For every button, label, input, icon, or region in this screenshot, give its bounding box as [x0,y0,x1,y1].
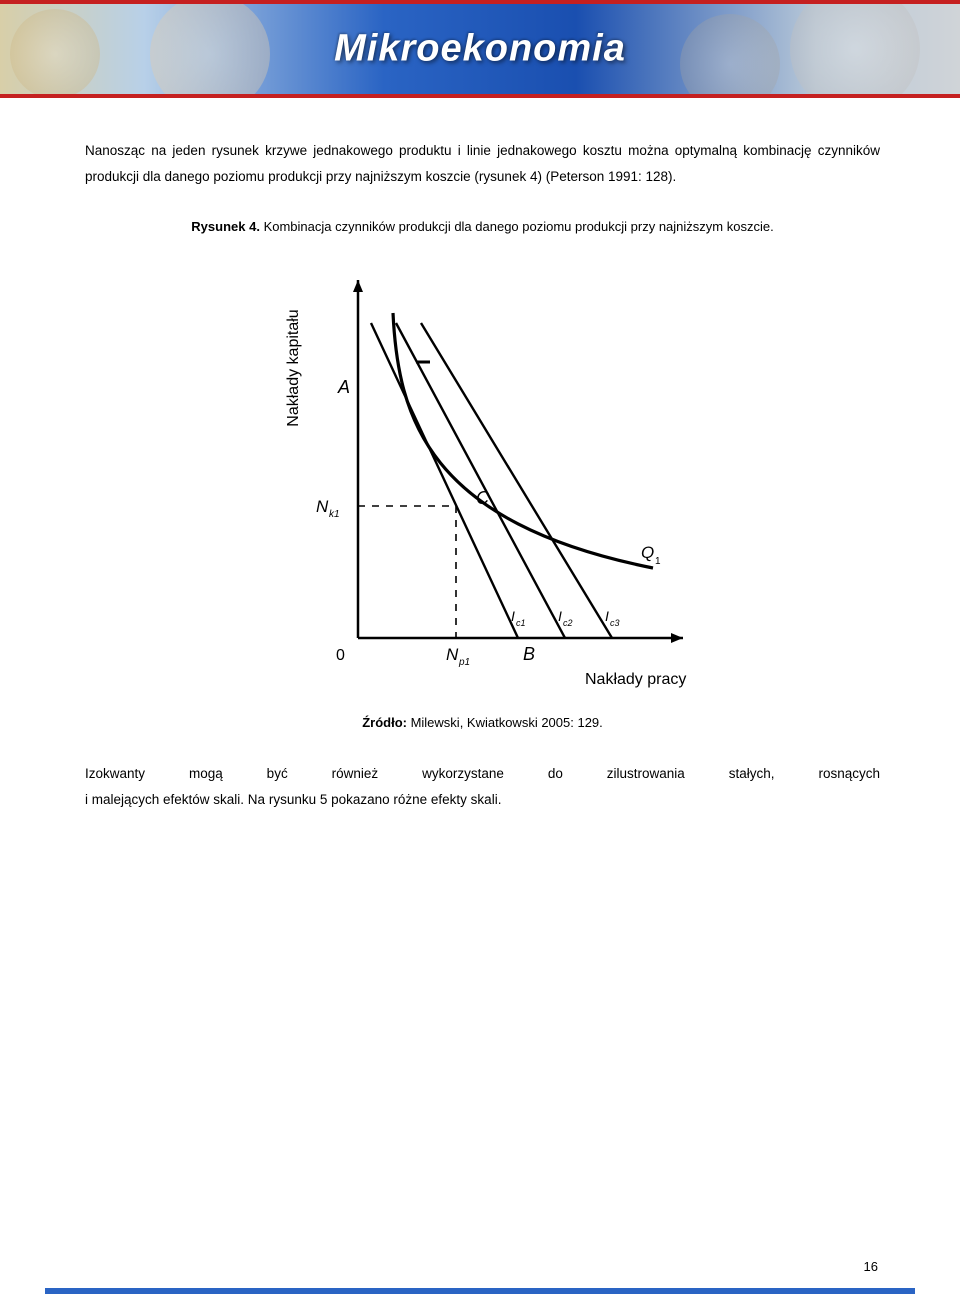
svg-text:c1: c1 [516,618,526,628]
footer-bar [45,1288,915,1294]
page-number: 16 [864,1259,878,1274]
svg-text:c3: c3 [610,618,620,628]
svg-text:B: B [523,644,535,664]
svg-text:N: N [316,497,329,516]
svg-text:N: N [446,645,459,664]
figure-source: Źródło: Milewski, Kwiatkowski 2005: 129. [85,711,880,736]
svg-text:I: I [605,608,609,624]
banner-title: Mikroekonomia [334,28,626,71]
figure-caption: Rysunek 4. Kombinacja czynników produkcj… [85,215,880,240]
svg-text:Q: Q [641,543,654,562]
svg-text:A: A [337,377,350,397]
svg-text:p1: p1 [458,657,470,668]
paragraph-1: Nanosząc na jeden rysunek krzywe jednako… [85,138,880,189]
figure-label: Rysunek 4. [191,219,260,234]
svg-text:Nakłady kapitału: Nakłady kapitału [285,309,302,426]
chart-svg: Nakłady kapitału0ACNk1Np1BIc1Ic2Ic3Q1Nak… [263,258,703,688]
header-banner: Mikroekonomia [0,0,960,98]
page-content: Nanosząc na jeden rysunek krzywe jednako… [0,98,960,813]
svg-text:c2: c2 [563,618,573,628]
p2-line1: Izokwanty mogą być również wykorzystane … [85,761,880,787]
svg-text:k1: k1 [329,509,340,520]
svg-text:C: C [476,488,490,508]
paragraph-2: Izokwanty mogą być również wykorzystane … [85,761,880,812]
svg-text:0: 0 [336,647,345,664]
source-label: Źródło: [362,715,407,730]
svg-text:1: 1 [655,556,661,567]
p2-line2: i malejących efektów skali. Na rysunku 5… [85,792,501,807]
svg-text:I: I [511,608,515,624]
svg-text:Nakłady pracy: Nakłady pracy [585,671,686,688]
figure-caption-text: Kombinacja czynników produkcji dla daneg… [260,219,774,234]
source-text: Milewski, Kwiatkowski 2005: 129. [407,715,603,730]
figure-4: Nakłady kapitału0ACNk1Np1BIc1Ic2Ic3Q1Nak… [85,258,880,697]
svg-text:I: I [558,608,562,624]
